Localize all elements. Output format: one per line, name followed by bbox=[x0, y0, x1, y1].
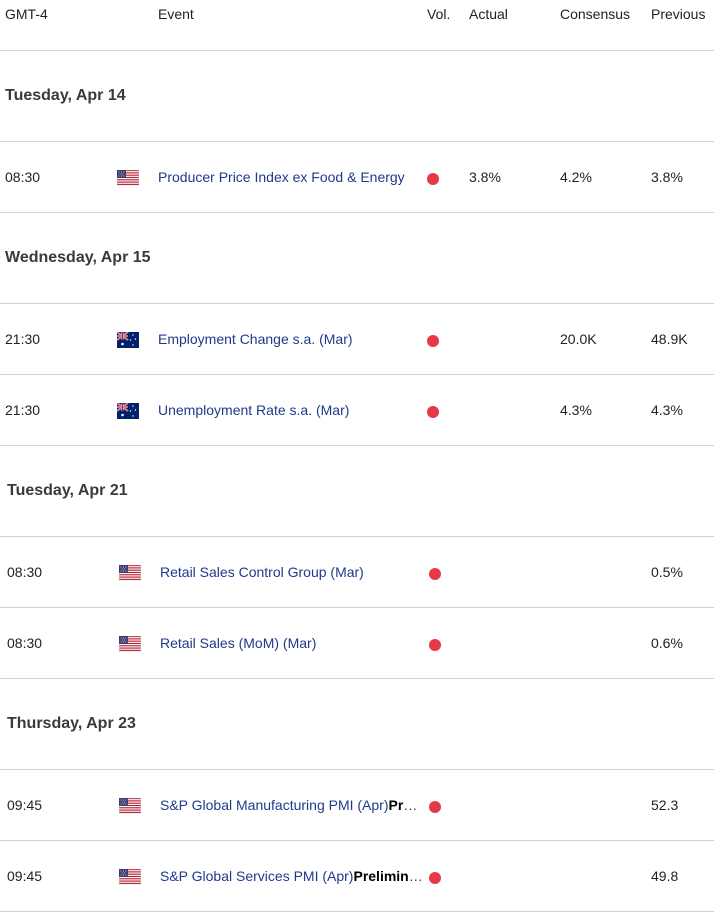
day-label: Thursday, Apr 23 bbox=[7, 715, 136, 732]
high-volatility-icon bbox=[427, 406, 439, 418]
table-row[interactable]: 08:30 Retail Sales Control Group (Mar) 0.5… bbox=[0, 537, 714, 608]
high-volatility-icon bbox=[429, 639, 441, 651]
high-volatility-icon bbox=[429, 872, 441, 884]
previous-value: 4.3% bbox=[651, 402, 683, 418]
day-header: Tuesday, Apr 21 bbox=[0, 446, 714, 537]
event-title: Unemployment Rate s.a. (Mar) bbox=[158, 402, 350, 418]
day-label: Wednesday, Apr 15 bbox=[5, 249, 151, 266]
previous-value: 0.5% bbox=[651, 564, 683, 580]
event-suffix: Preliminary bbox=[353, 868, 423, 884]
event-name[interactable]: S&P Global Services PMI (Apr)Preliminary bbox=[160, 868, 423, 884]
us-flag-icon bbox=[119, 636, 141, 652]
previous-value: 0.6% bbox=[651, 635, 683, 651]
event-name[interactable]: Retail Sales (MoM) (Mar) bbox=[160, 635, 316, 651]
previous-value: 49.8 bbox=[651, 868, 679, 884]
table-header: GMT-4 Event Vol. Actual Consensus Previo… bbox=[0, 0, 714, 51]
event-name[interactable]: Retail Sales Control Group (Mar) bbox=[160, 564, 364, 580]
event-title: S&P Global Services PMI (Apr) bbox=[160, 868, 354, 884]
event-time: 21:30 bbox=[5, 402, 41, 418]
au-flag-icon bbox=[117, 332, 139, 348]
event-name[interactable]: S&P Global Manufacturing PMI (Apr)Prelim… bbox=[160, 797, 423, 813]
consensus-value: 4.2% bbox=[560, 169, 592, 185]
event-time: 08:30 bbox=[7, 635, 43, 651]
event-title: Producer Price Index ex Food & Energy bbox=[158, 169, 405, 185]
col-previous[interactable]: Previous bbox=[651, 6, 706, 22]
table-row[interactable]: 09:45 S&P Global Services PMI (Apr)Prelim… bbox=[0, 841, 714, 912]
consensus-value: 20.0K bbox=[560, 331, 597, 347]
event-title: Retail Sales (MoM) (Mar) bbox=[160, 635, 317, 651]
event-time: 09:45 bbox=[7, 797, 43, 813]
previous-value: 3.8% bbox=[651, 169, 683, 185]
event-time: 21:30 bbox=[5, 331, 41, 347]
us-flag-icon bbox=[119, 798, 141, 814]
event-time: 08:30 bbox=[7, 564, 43, 580]
high-volatility-icon bbox=[427, 173, 439, 185]
event-suffix: Preliminary bbox=[388, 797, 423, 813]
table-row[interactable]: 09:45 S&P Global Manufacturing PMI (Apr)P… bbox=[0, 770, 714, 841]
us-flag-icon bbox=[119, 565, 141, 581]
col-consensus[interactable]: Consensus bbox=[560, 6, 631, 22]
event-title: S&P Global Manufacturing PMI (Apr) bbox=[160, 797, 389, 813]
event-time: 08:30 bbox=[5, 169, 41, 185]
us-flag-icon bbox=[117, 170, 139, 186]
high-volatility-icon bbox=[427, 335, 439, 347]
col-actual[interactable]: Actual bbox=[469, 6, 508, 22]
col-event[interactable]: Event bbox=[158, 6, 194, 22]
event-name[interactable]: Unemployment Rate s.a. (Mar) bbox=[158, 402, 349, 418]
consensus-value: 4.3% bbox=[560, 402, 592, 418]
previous-value: 48.9K bbox=[651, 331, 688, 347]
event-title: Retail Sales Control Group (Mar) bbox=[160, 564, 364, 580]
event-name[interactable]: Producer Price Index ex Food & Energy bbox=[158, 169, 405, 185]
table-row[interactable]: 21:30 Unemployment Rate s.a. (Mar) 4.3% 4.3… bbox=[0, 375, 714, 446]
high-volatility-icon bbox=[429, 568, 441, 580]
day-label: Tuesday, Apr 21 bbox=[7, 482, 128, 499]
table-row[interactable]: 08:30 Producer Price Index ex Food & Ener… bbox=[0, 142, 714, 213]
event-name[interactable]: Employment Change s.a. (Mar) bbox=[158, 331, 353, 347]
actual-value: 3.8% bbox=[469, 169, 501, 185]
col-timezone: GMT-4 bbox=[5, 6, 48, 22]
col-vol[interactable]: Vol. bbox=[427, 6, 451, 22]
us-flag-icon bbox=[119, 869, 141, 885]
event-time: 09:45 bbox=[7, 868, 43, 884]
day-header: Tuesday, Apr 14 bbox=[0, 51, 714, 142]
high-volatility-icon bbox=[429, 801, 441, 813]
previous-value: 52.3 bbox=[651, 797, 679, 813]
table-row[interactable]: 08:30 Retail Sales (MoM) (Mar) 0.6% bbox=[0, 608, 714, 679]
day-header: Wednesday, Apr 15 bbox=[0, 213, 714, 304]
event-title: Employment Change s.a. (Mar) bbox=[158, 331, 353, 347]
au-flag-icon bbox=[117, 403, 139, 419]
table-row[interactable]: 21:30 Employment Change s.a. (Mar) 20.0K 48… bbox=[0, 304, 714, 375]
day-label: Tuesday, Apr 14 bbox=[5, 87, 126, 104]
day-header: Thursday, Apr 23 bbox=[0, 679, 714, 770]
